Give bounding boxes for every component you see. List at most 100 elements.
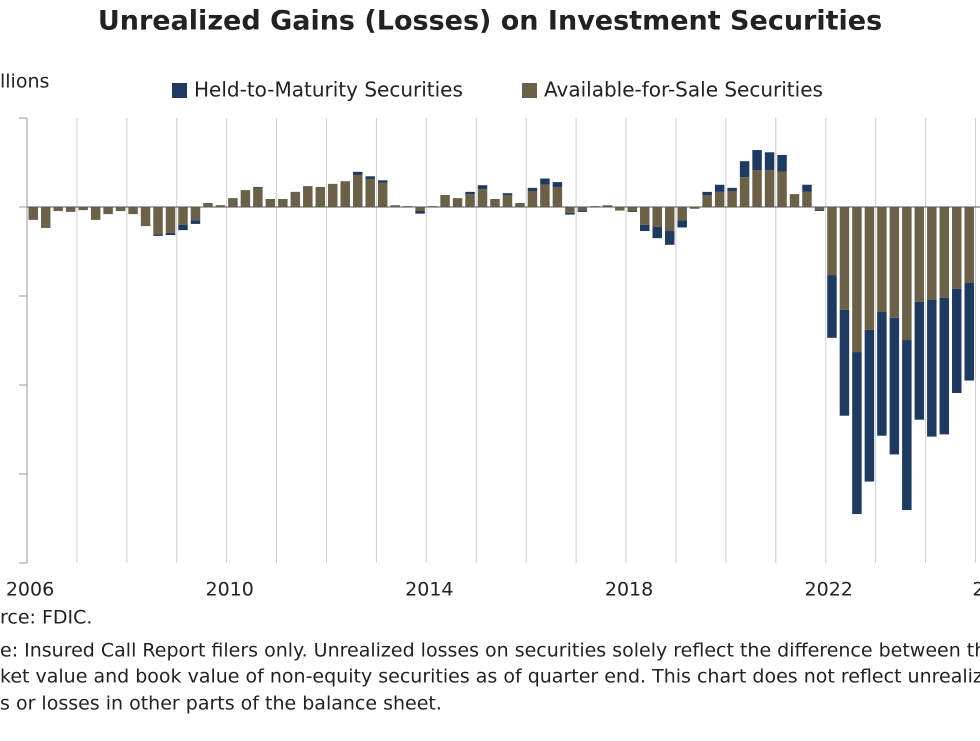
bar bbox=[352, 174, 363, 207]
bar bbox=[477, 185, 488, 190]
bar bbox=[90, 207, 101, 220]
bar bbox=[527, 187, 538, 191]
bar bbox=[664, 207, 675, 232]
bar bbox=[228, 198, 238, 207]
bar bbox=[565, 212, 575, 215]
bar bbox=[140, 207, 151, 227]
bar bbox=[727, 187, 737, 191]
bar bbox=[190, 220, 201, 224]
bar bbox=[452, 198, 463, 207]
bar bbox=[652, 227, 662, 239]
bar bbox=[864, 329, 875, 482]
bar bbox=[115, 207, 126, 212]
bar bbox=[465, 194, 475, 207]
bar bbox=[652, 207, 662, 228]
bar bbox=[827, 207, 837, 276]
bar bbox=[739, 161, 750, 178]
bar bbox=[178, 224, 188, 231]
bar bbox=[253, 186, 263, 188]
bar bbox=[927, 300, 937, 437]
bar bbox=[65, 207, 76, 212]
bar bbox=[752, 170, 762, 207]
bar bbox=[939, 207, 950, 298]
note: s or losses in other parts of the balanc… bbox=[0, 693, 442, 715]
bar bbox=[253, 187, 263, 207]
bar bbox=[290, 191, 301, 207]
bar bbox=[914, 207, 925, 302]
bar bbox=[577, 207, 588, 211]
bar bbox=[802, 191, 812, 207]
bar bbox=[640, 207, 650, 225]
legend-swatch bbox=[522, 83, 537, 98]
bar bbox=[677, 207, 687, 221]
bar bbox=[540, 178, 550, 185]
bar bbox=[502, 193, 513, 195]
bar bbox=[689, 207, 700, 209]
bar bbox=[889, 207, 900, 318]
bar bbox=[415, 211, 425, 214]
bar bbox=[777, 154, 787, 172]
bar bbox=[315, 186, 326, 207]
bar bbox=[365, 176, 375, 179]
bar bbox=[53, 207, 63, 212]
x-tick-label: 2 bbox=[972, 579, 980, 601]
bar bbox=[165, 232, 176, 236]
x-tick-label: 2018 bbox=[605, 579, 653, 601]
bar bbox=[802, 184, 812, 192]
bar bbox=[789, 194, 800, 207]
bar bbox=[153, 207, 163, 235]
bar bbox=[527, 190, 538, 207]
bar bbox=[714, 191, 725, 207]
bar bbox=[615, 207, 625, 211]
bar bbox=[465, 191, 475, 195]
bar bbox=[764, 170, 775, 207]
bar bbox=[265, 198, 276, 207]
x-tick-label: 2010 bbox=[206, 579, 254, 601]
bar bbox=[727, 190, 737, 207]
bar bbox=[552, 182, 563, 187]
bar bbox=[78, 207, 88, 211]
bar bbox=[827, 275, 837, 338]
x-tick-label: 2014 bbox=[405, 579, 453, 601]
bar bbox=[303, 186, 313, 207]
bar bbox=[902, 340, 912, 511]
bar bbox=[864, 207, 875, 330]
y-axis-label: llions bbox=[0, 71, 49, 93]
legend-label: Available-for-Sale Securities bbox=[544, 78, 823, 102]
bar bbox=[103, 207, 113, 215]
bar bbox=[939, 297, 950, 435]
bar bbox=[964, 207, 974, 283]
bar bbox=[577, 210, 588, 212]
bar bbox=[952, 207, 962, 289]
bar bbox=[440, 194, 450, 207]
bar bbox=[215, 205, 226, 207]
legend-swatch bbox=[172, 83, 187, 98]
bar bbox=[640, 224, 650, 232]
x-tick-label: 2022 bbox=[805, 579, 853, 601]
bar bbox=[565, 207, 575, 213]
bar bbox=[814, 207, 825, 211]
bar bbox=[602, 205, 613, 207]
bar bbox=[627, 211, 638, 212]
bar bbox=[278, 198, 288, 207]
bar bbox=[515, 202, 525, 207]
bar bbox=[128, 207, 138, 215]
bar bbox=[328, 183, 338, 207]
bar bbox=[752, 150, 762, 171]
bar bbox=[502, 194, 513, 207]
bar bbox=[964, 282, 974, 381]
bar bbox=[490, 198, 500, 207]
bar bbox=[702, 194, 712, 207]
source: rce: FDIC. bbox=[0, 607, 92, 629]
bar bbox=[627, 207, 638, 212]
bar bbox=[739, 177, 750, 207]
bar bbox=[839, 207, 850, 310]
bar bbox=[914, 301, 925, 420]
bar bbox=[702, 191, 712, 195]
bar bbox=[889, 317, 900, 455]
bar bbox=[178, 207, 188, 225]
bar bbox=[340, 181, 350, 207]
legend-label: Held-to-Maturity Securities bbox=[194, 78, 463, 102]
bar bbox=[477, 189, 488, 207]
chart-title: Unrealized Gains (Losses) on Investment … bbox=[98, 6, 882, 37]
